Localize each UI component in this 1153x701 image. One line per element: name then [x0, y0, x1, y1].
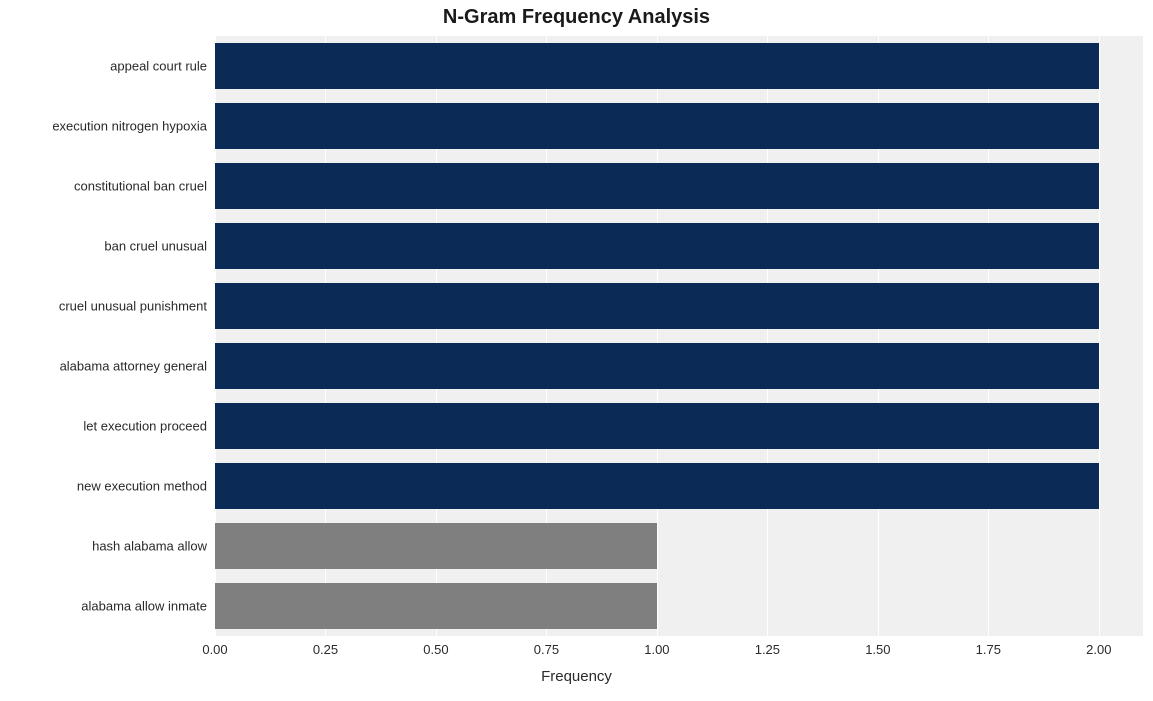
y-tick-label: let execution proceed — [83, 419, 207, 434]
bar — [215, 343, 1099, 389]
bar — [215, 523, 657, 569]
bar — [215, 283, 1099, 329]
y-tick-label: cruel unusual punishment — [59, 299, 207, 314]
x-tick-label: 0.75 — [534, 642, 559, 657]
x-tick-label: 1.00 — [644, 642, 669, 657]
bar — [215, 163, 1099, 209]
x-axis-label: Frequency — [0, 668, 1153, 685]
x-tick-label: 1.25 — [755, 642, 780, 657]
y-tick-label: execution nitrogen hypoxia — [52, 119, 207, 134]
y-tick-label: alabama allow inmate — [81, 599, 207, 614]
y-tick-label: hash alabama allow — [92, 539, 207, 554]
bar — [215, 103, 1099, 149]
x-tick-label: 1.50 — [865, 642, 890, 657]
bar — [215, 463, 1099, 509]
y-tick-label: new execution method — [77, 479, 207, 494]
x-tick-label: 0.25 — [313, 642, 338, 657]
bar — [215, 223, 1099, 269]
bar — [215, 403, 1099, 449]
x-tick-label: 0.50 — [423, 642, 448, 657]
y-tick-label: constitutional ban cruel — [74, 179, 207, 194]
x-tick-label: 0.00 — [202, 642, 227, 657]
y-tick-label: alabama attorney general — [60, 359, 207, 374]
x-tick-label: 1.75 — [976, 642, 1001, 657]
plot-area — [215, 36, 1143, 636]
x-tick-label: 2.00 — [1086, 642, 1111, 657]
grid-line — [1099, 36, 1100, 636]
chart-title: N-Gram Frequency Analysis — [0, 6, 1153, 29]
y-tick-label: appeal court rule — [110, 59, 207, 74]
bar — [215, 583, 657, 629]
bar — [215, 43, 1099, 89]
y-tick-label: ban cruel unusual — [104, 239, 207, 254]
chart-container: N-Gram Frequency Analysis Frequency appe… — [0, 0, 1153, 701]
